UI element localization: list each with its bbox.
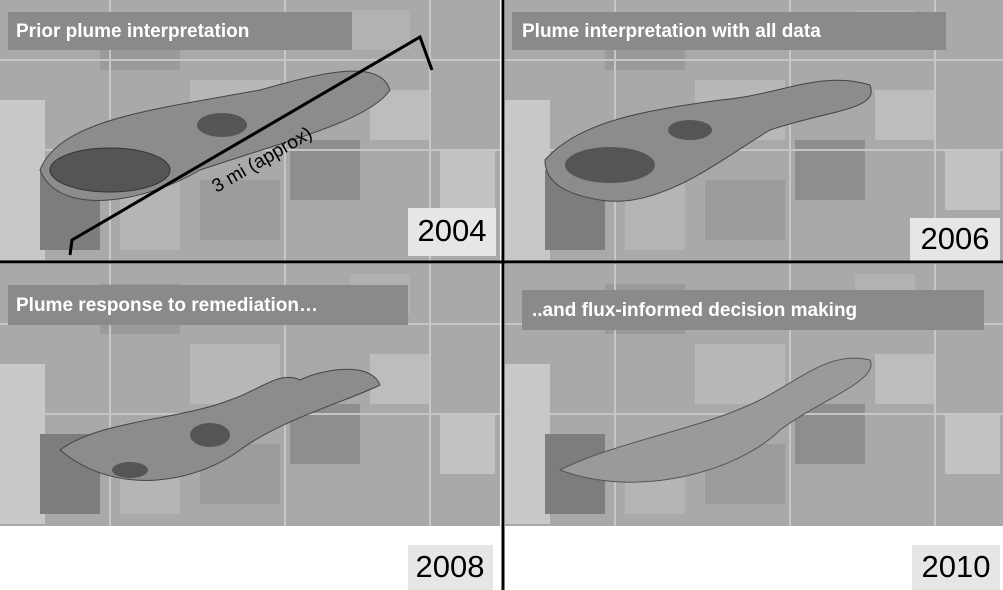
figure: 3 mi (approx) Prior plume interpretation…: [0, 0, 1003, 590]
panel-year: 2004: [418, 213, 487, 248]
panel-2004: 3 mi (approx) Prior plume interpretation…: [0, 0, 500, 262]
panel-title: Plume interpretation with all data: [522, 21, 821, 42]
panel-2008: Plume response to remediation… 2008: [0, 264, 500, 590]
panel-title: ..and flux-informed decision making: [532, 300, 857, 321]
panel-year: 2010: [922, 549, 991, 584]
panel-year: 2008: [416, 549, 485, 584]
panel-year: 2006: [921, 221, 990, 256]
panel-2006: Plume interpretation with all data 2006: [505, 0, 1003, 262]
panel-title: Plume response to remediation…: [16, 295, 318, 316]
panel-2010: ..and flux-informed decision making 2010: [505, 264, 1003, 590]
panel-title: Prior plume interpretation: [16, 21, 249, 42]
